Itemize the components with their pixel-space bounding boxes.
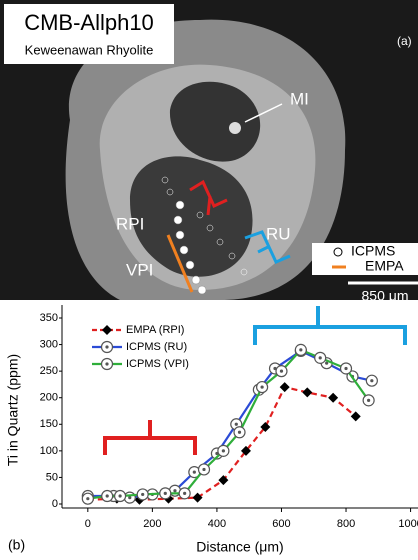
x-axis-label: Distance (μm)	[196, 539, 283, 555]
data-point-center	[173, 489, 177, 493]
y-tick-label: 350	[40, 312, 58, 324]
data-point-center	[192, 470, 196, 474]
data-point-center	[318, 356, 322, 360]
y-tick-label: 0	[52, 498, 58, 510]
region-label: VPI	[126, 260, 153, 279]
legend-label: ICPMS (VPI)	[126, 358, 189, 370]
legend-marker	[333, 247, 343, 257]
region-label: RU	[266, 224, 291, 243]
data-point	[240, 445, 251, 456]
dark-zone	[130, 156, 253, 277]
data-point-center	[221, 449, 225, 453]
data-point-center	[105, 345, 109, 349]
legend-box	[312, 243, 418, 275]
data-point	[192, 492, 203, 503]
legend-label: EMPA (RPI)	[126, 324, 184, 336]
data-point-center	[202, 467, 206, 472]
x-tick-label: 800	[337, 518, 355, 530]
region-label: MI	[290, 89, 309, 108]
traverse-dots	[161, 176, 248, 295]
data-point	[218, 475, 229, 486]
legend-label: ICPMS (RU)	[126, 341, 187, 353]
data-point	[350, 411, 361, 422]
panel-label: (a)	[397, 34, 412, 48]
data-point-center	[325, 361, 329, 365]
y-axis-label: Ti in Quartz (ppm)	[5, 354, 21, 466]
data-point-center	[367, 398, 371, 402]
data-point	[302, 387, 313, 398]
data-point	[102, 325, 112, 335]
sample-title: CMB-Allph10	[24, 10, 154, 35]
red-bracket	[189, 179, 228, 216]
y-tick-label: 150	[40, 418, 58, 430]
data-point-center	[163, 491, 167, 495]
blue-bracket	[244, 230, 291, 264]
scale-bar-label: 850 μm	[362, 288, 409, 304]
region-label: RPI	[116, 214, 144, 233]
chart-bg	[0, 300, 418, 560]
y-tick-label: 200	[40, 392, 58, 404]
blue-bracket	[253, 306, 407, 345]
melt-inclusion	[229, 122, 241, 134]
data-point	[328, 392, 339, 403]
y-tick-label: 300	[40, 338, 58, 350]
y-tick-label: 100	[40, 445, 58, 457]
inclusion-zone	[169, 81, 261, 162]
data-point-center	[299, 348, 303, 352]
x-tick-label: 200	[143, 518, 161, 530]
data-point-center	[279, 369, 284, 373]
x-tick-label: 0	[85, 518, 91, 530]
data-point-center	[260, 385, 264, 389]
data-point-center	[105, 494, 109, 498]
data-point-center	[344, 366, 348, 371]
data-point-center	[237, 430, 242, 434]
x-tick-label: 400	[208, 518, 226, 530]
x-tick-label: 600	[272, 518, 290, 530]
red-bracket	[103, 420, 197, 455]
data-point-center	[183, 491, 187, 495]
x-tick-label: 1000	[398, 518, 418, 530]
data-point-center	[118, 494, 122, 498]
data-point-center	[141, 492, 145, 497]
data-point-center	[128, 496, 132, 500]
empa-traverse	[166, 234, 194, 293]
legend-label: ICPMS	[351, 243, 395, 259]
panel-label: (b)	[8, 537, 25, 553]
data-point-center	[234, 422, 238, 426]
data-point	[279, 382, 290, 393]
data-point-center	[86, 497, 90, 501]
y-tick-label: 50	[46, 471, 58, 483]
data-point-center	[370, 379, 374, 383]
arrow	[244, 103, 283, 123]
data-point	[260, 421, 271, 432]
sample-subtitle: Keweenawan Rhyolite	[25, 42, 154, 57]
series-line	[87, 385, 357, 501]
y-tick-label: 250	[40, 365, 58, 377]
title-box	[4, 4, 174, 64]
data-point-center	[105, 362, 109, 366]
legend-label: EMPA	[365, 258, 404, 274]
